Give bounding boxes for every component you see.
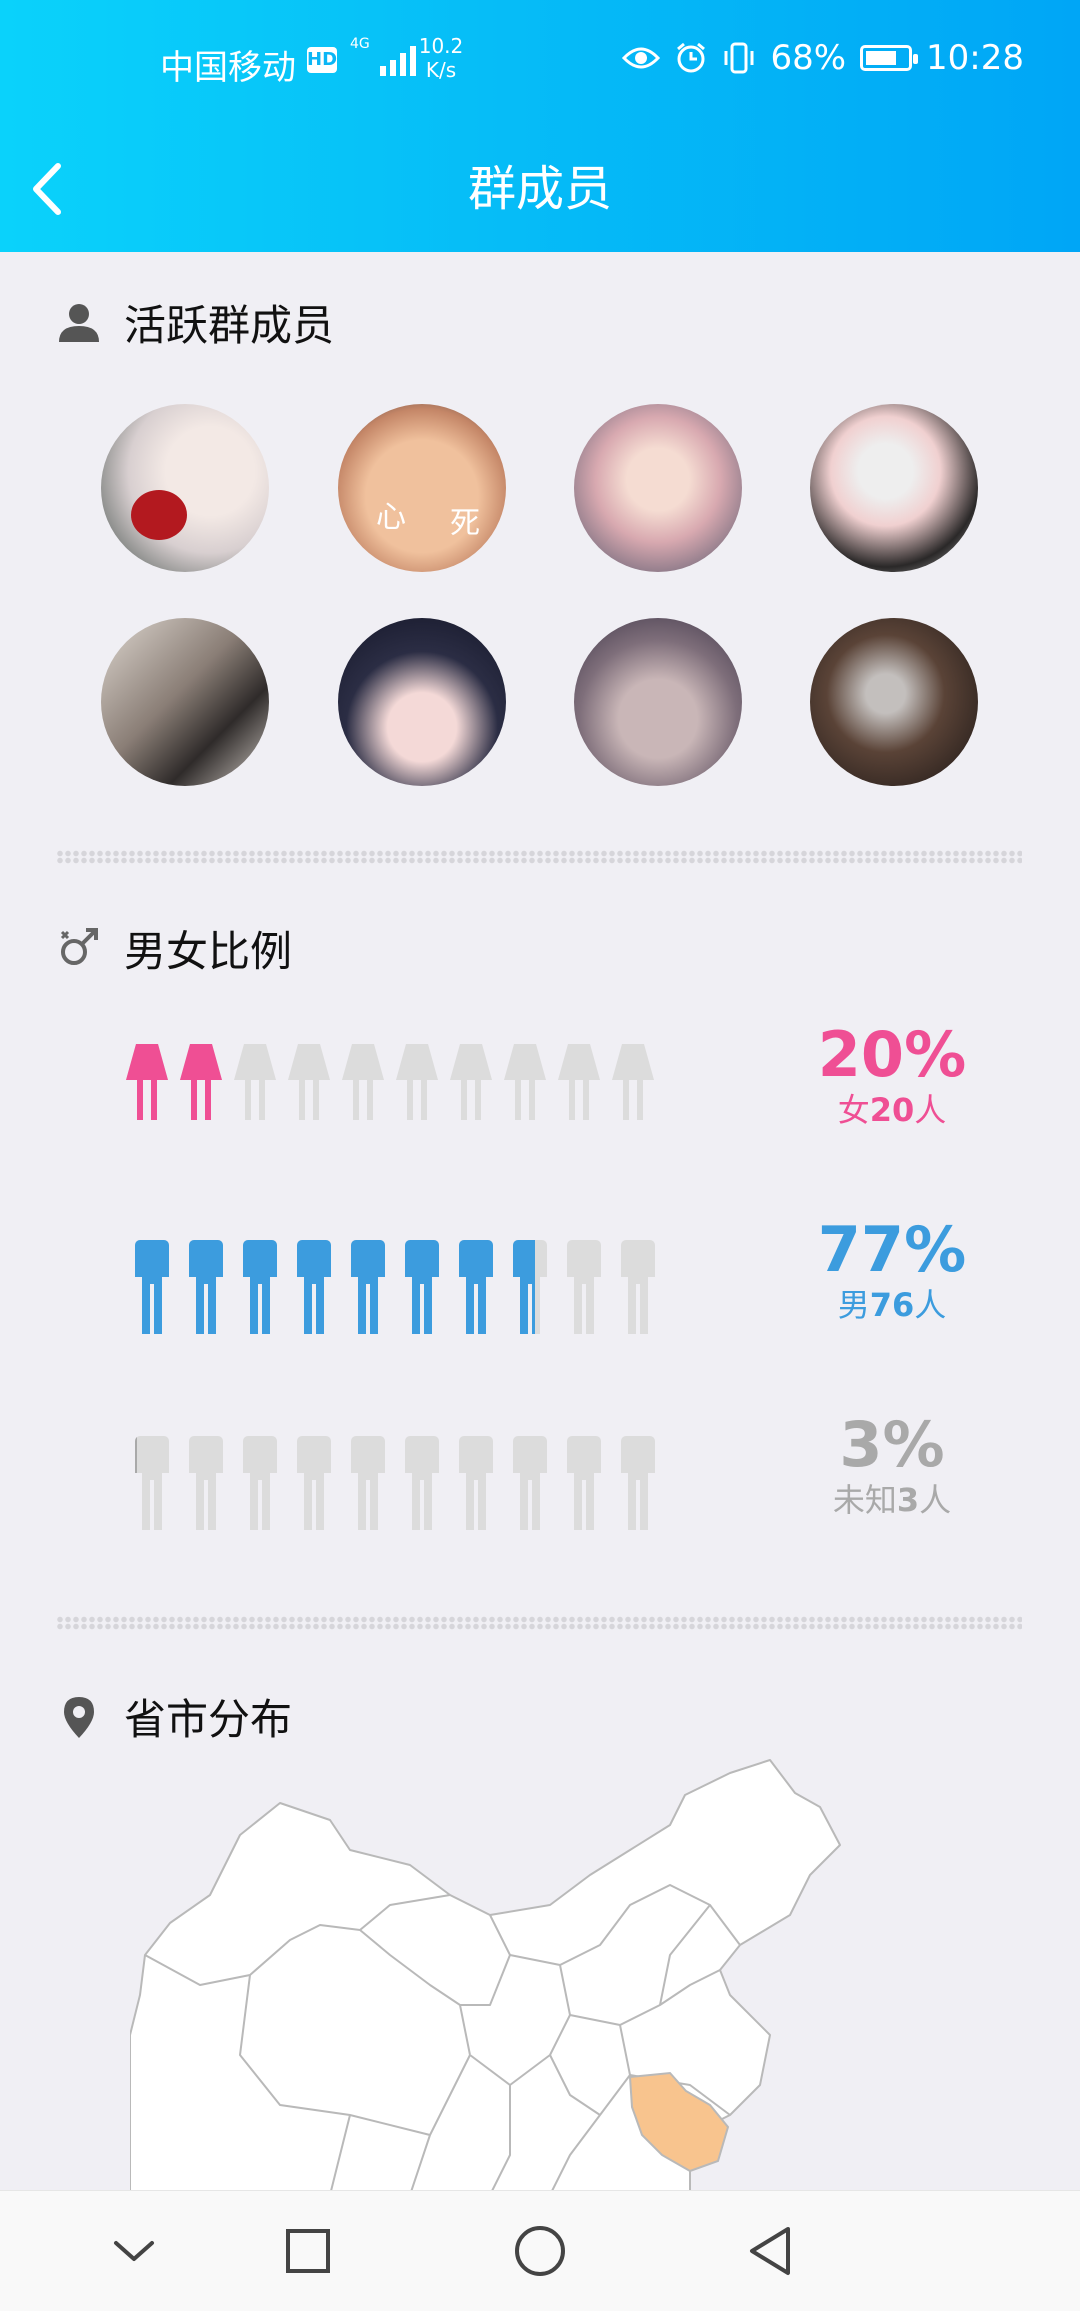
unknown-unit: 人: [919, 1481, 952, 1519]
avatar[interactable]: [338, 618, 506, 786]
female-figure: [176, 1006, 226, 1138]
male-stat: 77% 男76人: [792, 1215, 992, 1325]
carrier-name: 中国移动: [160, 48, 296, 88]
status-right: 68% 10:28: [622, 38, 1024, 78]
avatar[interactable]: [101, 404, 269, 572]
female-figure: [230, 1006, 280, 1138]
male-figures: [122, 1202, 682, 1340]
male-number: 76: [869, 1286, 915, 1324]
avatar[interactable]: [574, 404, 742, 572]
network-speed: 10.2 K/s: [418, 34, 464, 82]
hd-badge: HD: [307, 47, 337, 73]
unknown-stat: 3% 未知3人: [792, 1410, 992, 1520]
page-title: 群成员: [467, 161, 612, 217]
speed-value: 10.2: [418, 34, 464, 58]
section-title: 男女比例: [124, 927, 293, 976]
unknown-figures: [122, 1398, 682, 1536]
female-figure: [500, 1006, 550, 1138]
avatar[interactable]: [810, 404, 978, 572]
male-figure: [176, 1202, 226, 1334]
avatar[interactable]: [101, 618, 269, 786]
female-unit: 人: [914, 1091, 947, 1129]
unknown-number: 3: [896, 1481, 920, 1519]
female-label: 女: [837, 1091, 870, 1129]
female-figure: [338, 1006, 388, 1138]
battery-icon: [860, 45, 919, 71]
map-pin-icon: [64, 1696, 94, 1738]
unknown-figure: [338, 1398, 388, 1530]
female-figure: [122, 1006, 172, 1138]
male-count: 男76人: [792, 1285, 992, 1325]
speed-unit: K/s: [425, 58, 457, 82]
unknown-count: 未知3人: [792, 1480, 992, 1520]
avatar[interactable]: [810, 618, 978, 786]
person-icon: [59, 303, 99, 342]
female-figure: [554, 1006, 604, 1138]
clock: 10:28: [926, 38, 1024, 78]
male-figure: [122, 1202, 172, 1334]
circle-icon[interactable]: [502, 2213, 578, 2289]
male-figure: [392, 1202, 442, 1334]
section-title: 省市分布: [124, 1695, 293, 1744]
avatar-caption: 死: [450, 506, 480, 541]
signal-icon: [376, 42, 420, 76]
china-map: [130, 1759, 841, 2195]
gender-icon: [60, 927, 98, 965]
unknown-label: 未知: [832, 1481, 897, 1519]
province-map[interactable]: [130, 1755, 930, 2195]
male-label: 男: [837, 1286, 870, 1324]
eye-icon: [622, 47, 661, 69]
avatar[interactable]: 心 死: [338, 404, 506, 572]
male-percent: 77%: [817, 1213, 967, 1286]
section-title: 活跃群成员: [124, 301, 335, 350]
unknown-figure: [500, 1398, 550, 1530]
province-heading: 省市分布: [56, 1686, 292, 1747]
female-figure: [446, 1006, 496, 1138]
female-percent: 20%: [817, 1018, 967, 1091]
unknown-figure: [176, 1398, 226, 1530]
male-figure: [554, 1202, 604, 1334]
active-members-heading: 活跃群成员: [56, 292, 334, 353]
avatar[interactable]: [574, 618, 742, 786]
unknown-figure: [284, 1398, 334, 1530]
back-button[interactable]: [22, 150, 82, 228]
system-nav-bar: [0, 2190, 1080, 2311]
battery-percent: 68%: [770, 38, 847, 78]
square-icon[interactable]: [270, 2213, 346, 2289]
male-figure: [230, 1202, 280, 1334]
avatar-caption: 心: [376, 500, 406, 535]
male-figure: [608, 1202, 658, 1334]
female-figures: [122, 1006, 682, 1144]
vibrate-icon: [724, 42, 754, 74]
male-unit: 人: [914, 1286, 947, 1324]
unknown-figure: [446, 1398, 496, 1530]
male-figure: [284, 1202, 334, 1334]
female-figure: [392, 1006, 442, 1138]
highlight-province: [628, 2071, 730, 2173]
male-figure: [500, 1202, 550, 1334]
triangle-back-icon[interactable]: [732, 2213, 808, 2289]
status-bar: 中国移动 HD 4G 10.2 K/s: [0, 0, 1080, 126]
male-figure: [446, 1202, 496, 1334]
female-figure: [608, 1006, 658, 1138]
chevron-down-icon[interactable]: [96, 2213, 172, 2289]
female-number: 20: [869, 1091, 915, 1129]
section-divider: [56, 1616, 1022, 1630]
male-figure: [338, 1202, 388, 1334]
unknown-figure: [230, 1398, 280, 1530]
unknown-figure: [392, 1398, 442, 1530]
unknown-percent: 3%: [839, 1408, 945, 1481]
female-stat: 20% 女20人: [792, 1020, 992, 1130]
unknown-figure: [122, 1398, 172, 1530]
female-figure: [284, 1006, 334, 1138]
network-type: 4G: [350, 36, 370, 52]
unknown-figure: [608, 1398, 658, 1530]
gender-ratio-heading: 男女比例: [56, 918, 292, 979]
section-divider: [56, 850, 1022, 864]
alarm-icon: [677, 42, 706, 73]
unknown-figure: [554, 1398, 604, 1530]
female-count: 女20人: [792, 1090, 992, 1130]
header-bar: 中国移动 HD 4G 10.2 K/s: [0, 0, 1080, 252]
title-bar: 群成员: [0, 126, 1080, 252]
